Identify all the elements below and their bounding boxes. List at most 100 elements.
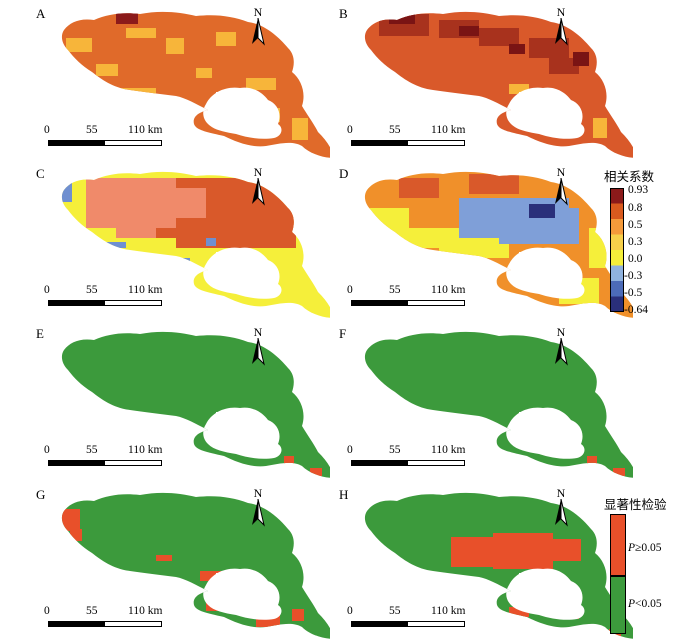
north-arrow: N xyxy=(551,6,571,51)
north-arrow: N xyxy=(551,166,571,211)
north-letter: N xyxy=(556,165,566,179)
correlation-color-step xyxy=(610,265,624,281)
scale-tick: 55 xyxy=(86,444,98,456)
scale-tick: 0 xyxy=(347,284,353,296)
significance-label-ge: P≥0.05 xyxy=(628,542,661,554)
correlation-tick: -0.64 xyxy=(624,304,648,316)
scale-tick: 55 xyxy=(86,605,98,617)
scale-tick: 0 xyxy=(347,605,353,617)
lake-area xyxy=(506,407,585,459)
north-letter: N xyxy=(253,165,263,179)
scale-tick: 0 xyxy=(44,605,50,617)
map-g xyxy=(61,492,330,639)
map-panel-c: C N 0 55 110 km xyxy=(30,160,330,318)
scale-tick: 110 km xyxy=(431,444,466,456)
scale-tick: 0 xyxy=(44,444,50,456)
p-symbol: P xyxy=(628,542,636,554)
correlation-tick: 0.93 xyxy=(628,184,649,196)
scale-bar-graphic xyxy=(48,460,162,466)
lake-area xyxy=(506,568,585,620)
correlation-color-step xyxy=(610,281,624,297)
north-letter: N xyxy=(556,486,566,500)
lt-value: <0.05 xyxy=(635,598,662,610)
north-arrow: N xyxy=(248,166,268,211)
north-arrow: N xyxy=(551,326,571,371)
scale-bar-graphic xyxy=(351,460,465,466)
lake-area xyxy=(506,87,585,139)
scale-tick: 0 xyxy=(44,284,50,296)
map-a xyxy=(61,11,330,158)
scale-bar-graphic xyxy=(351,621,465,627)
map-panel-b: B N 0 55 110 km xyxy=(333,0,633,158)
scale-tick: 0 xyxy=(347,444,353,456)
panel-label: H xyxy=(339,487,349,502)
scale-tick: 110 km xyxy=(128,605,163,617)
north-letter: N xyxy=(253,325,263,339)
panel-label: C xyxy=(36,166,45,181)
lake-area xyxy=(203,87,282,139)
scale-tick: 55 xyxy=(389,124,401,136)
scale-bar-graphic xyxy=(351,140,465,146)
scale-bar: 0 55 110 km xyxy=(347,284,467,314)
north-letter: N xyxy=(253,5,263,19)
scale-bar-graphic xyxy=(48,140,162,146)
north-arrow-icon xyxy=(555,177,568,206)
scale-bar: 0 55 110 km xyxy=(44,444,164,474)
scale-tick: 110 km xyxy=(431,124,466,136)
scale-tick: 110 km xyxy=(128,284,163,296)
north-arrow-icon xyxy=(252,498,265,527)
correlation-color-step xyxy=(610,219,624,235)
lake-area xyxy=(203,407,282,459)
correlation-tick: 0.0 xyxy=(628,253,643,265)
scale-bar-graphic xyxy=(351,300,465,306)
panel-label: F xyxy=(339,326,347,341)
map-f xyxy=(364,331,633,478)
scale-bar-graphic xyxy=(48,300,162,306)
panel-label: G xyxy=(36,487,46,502)
north-arrow-icon xyxy=(252,337,265,366)
scale-tick: 0 xyxy=(347,124,353,136)
north-letter: N xyxy=(556,325,566,339)
north-arrow-icon xyxy=(252,17,265,46)
lake-area xyxy=(506,247,585,299)
map-panel-a: A N 0 55 110 km xyxy=(30,0,330,158)
scale-tick: 55 xyxy=(389,605,401,617)
map-panel-e: E N 0 55 110 km xyxy=(30,320,330,478)
map-panel-f: F N 0 55 110 km xyxy=(333,320,633,478)
scale-tick: 110 km xyxy=(431,284,466,296)
correlation-color-step xyxy=(610,188,624,204)
panel-label: A xyxy=(36,6,46,21)
correlation-color-step xyxy=(610,250,624,266)
scale-tick: 55 xyxy=(86,124,98,136)
map-h xyxy=(364,492,633,639)
map-panel-h: H N 0 55 110 km xyxy=(333,481,633,639)
north-arrow-icon xyxy=(252,177,265,206)
significance-legend: 显著性检验 P≥0.05 P<0.05 xyxy=(600,494,700,639)
map-panel-d: D N 0 55 110 km xyxy=(333,160,633,318)
significance-label-lt: P<0.05 xyxy=(628,598,662,610)
north-arrow: N xyxy=(551,487,571,532)
scale-tick: 55 xyxy=(389,444,401,456)
scale-bar: 0 55 110 km xyxy=(44,284,164,314)
scale-tick: 55 xyxy=(86,284,98,296)
significance-swatch-lt xyxy=(610,576,626,634)
correlation-legend-title: 相关系数 xyxy=(604,170,655,184)
correlation-tick: -0.3 xyxy=(624,270,643,282)
scale-tick: 0 xyxy=(44,124,50,136)
scale-bar: 0 55 110 km xyxy=(44,605,164,635)
map-d xyxy=(364,171,633,318)
scale-bar: 0 55 110 km xyxy=(347,124,467,154)
panel-label: E xyxy=(36,326,44,341)
correlation-color-step xyxy=(610,296,624,312)
north-arrow: N xyxy=(248,487,268,532)
significance-swatch-ge xyxy=(610,514,626,576)
north-arrow-icon xyxy=(555,337,568,366)
correlation-color-step xyxy=(610,203,624,219)
correlation-tick: 0.3 xyxy=(628,236,643,248)
north-letter: N xyxy=(556,5,566,19)
scale-bar: 0 55 110 km xyxy=(347,605,467,635)
north-arrow-icon xyxy=(555,498,568,527)
map-panel-g: G N 0 55 110 km xyxy=(30,481,330,639)
north-arrow-icon xyxy=(555,17,568,46)
correlation-tick: 0.8 xyxy=(628,202,643,214)
